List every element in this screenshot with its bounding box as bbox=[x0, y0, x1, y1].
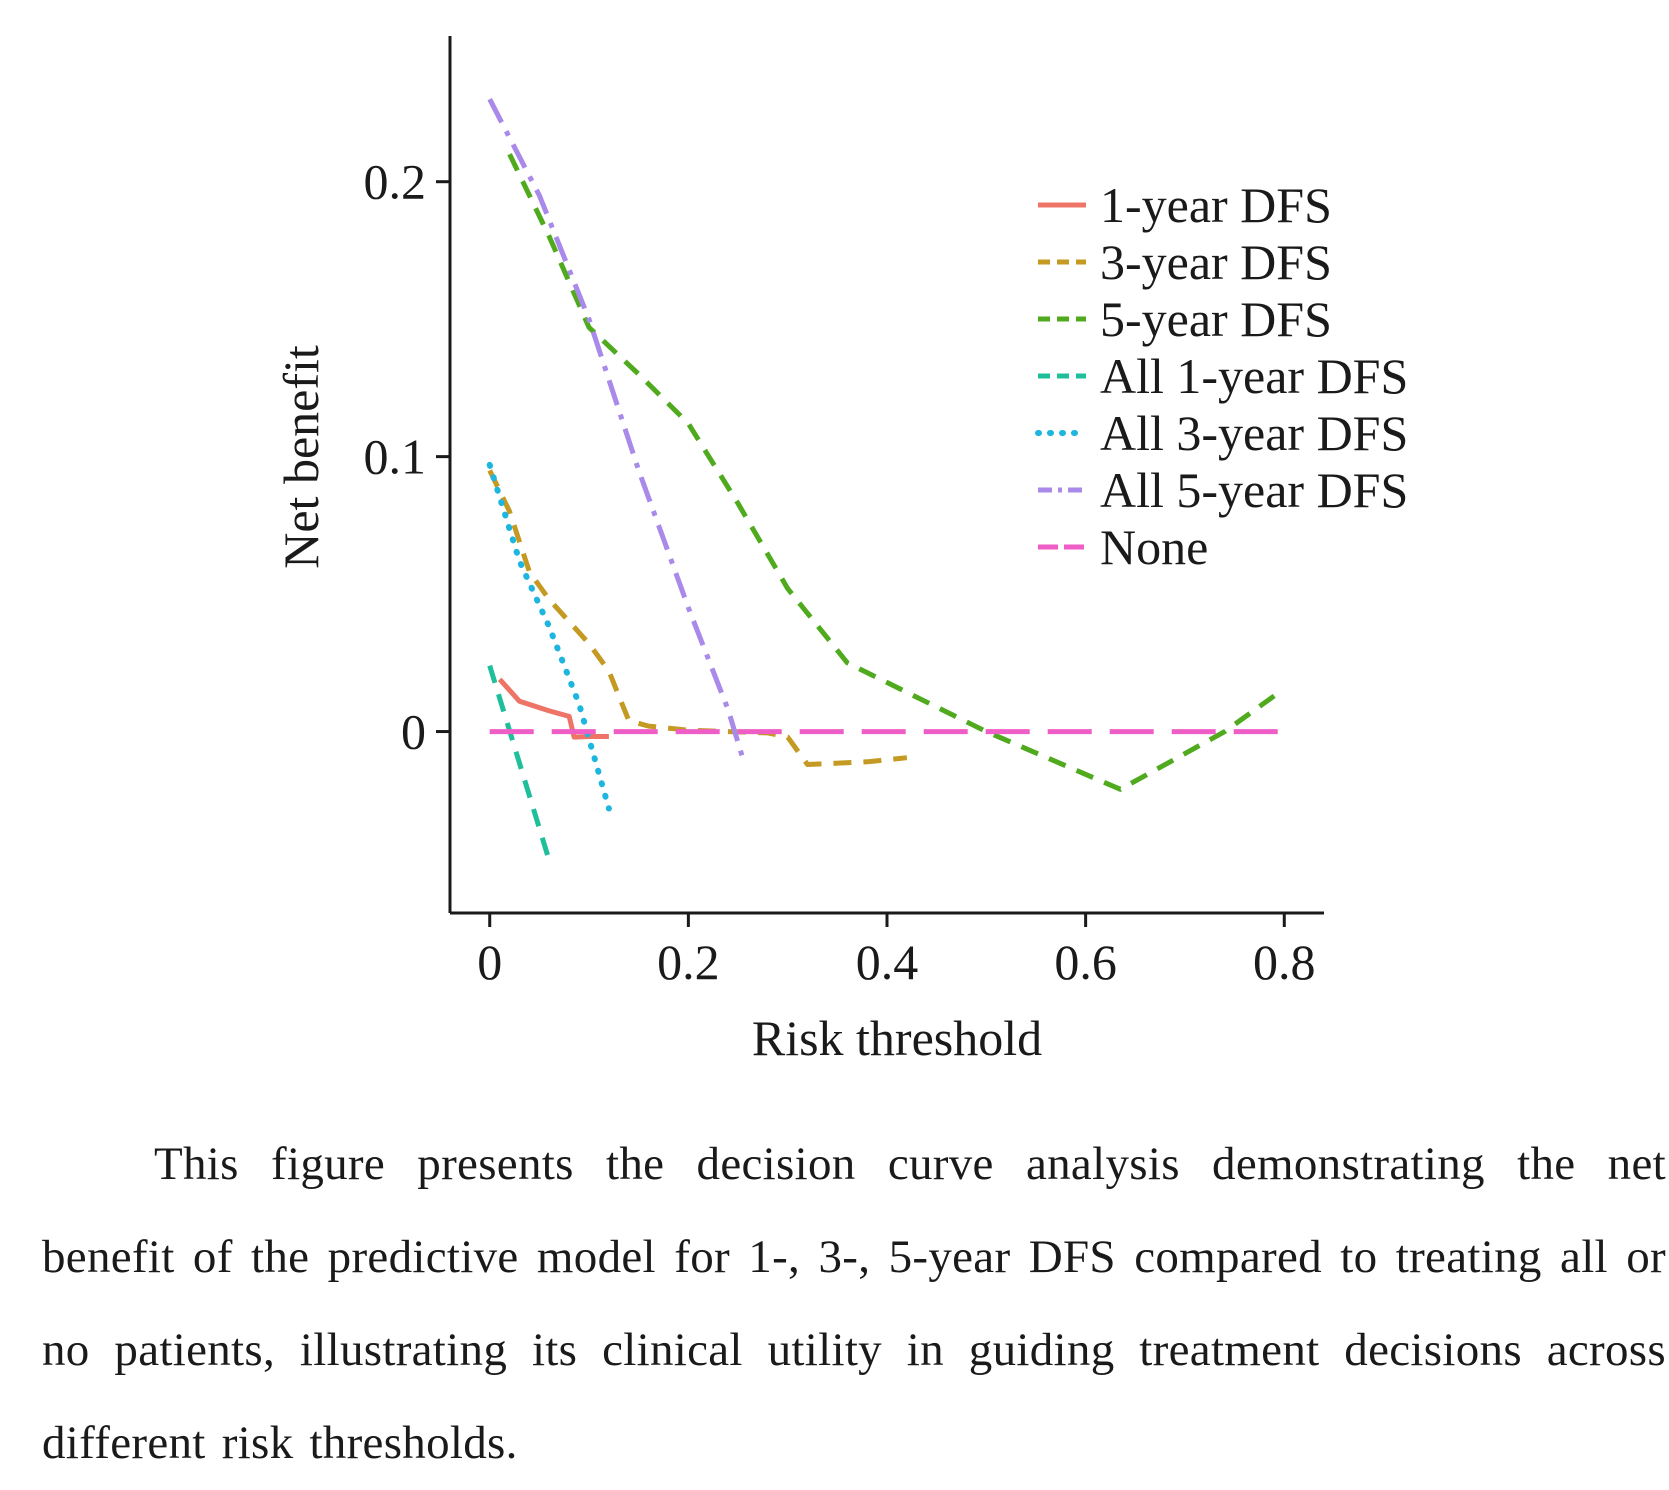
y-tick-label: 0 bbox=[401, 704, 426, 760]
x-tick-label: 0 bbox=[477, 934, 502, 990]
legend-label-all-5-year-dfs: All 5-year DFS bbox=[1100, 462, 1408, 518]
x-tick-label: 0.6 bbox=[1054, 934, 1117, 990]
series-line-all-3-year-dfs bbox=[486, 461, 612, 812]
figure-caption: This figure presents the decision curve … bbox=[42, 1138, 1666, 1469]
legend-label-3-year-dfs: 3-year DFS bbox=[1100, 234, 1332, 290]
legend-label-5-year-dfs: 5-year DFS bbox=[1100, 291, 1332, 347]
y-tick-label: 0.1 bbox=[364, 429, 427, 485]
series-line-3-year-dfs bbox=[487, 469, 908, 767]
legend-label-1-year-dfs: 1-year DFS bbox=[1100, 177, 1332, 233]
legend-label-all-3-year-dfs: All 3-year DFS bbox=[1100, 405, 1408, 461]
ticks: 0 0.2 0.4 0.6 0.8 0 0.1 0.2 bbox=[364, 154, 1316, 990]
y-axis-title: Net benefit bbox=[273, 345, 329, 569]
legend-label-all-1-year-dfs: All 1-year DFS bbox=[1100, 348, 1408, 404]
y-tick-label: 0.2 bbox=[364, 154, 427, 210]
x-tick-label: 0.8 bbox=[1253, 934, 1316, 990]
plot-area bbox=[486, 98, 1285, 862]
x-tick-label: 0.4 bbox=[856, 934, 919, 990]
decision-curve-chart: 0 0.2 0.4 0.6 0.8 0 0.1 0.2 Risk threshold Net … bbox=[273, 36, 1408, 1066]
series-line-all-1-year-dfs bbox=[487, 664, 552, 862]
series-line-5-year-dfs bbox=[507, 153, 1276, 792]
series-line-all-5-year-dfs bbox=[487, 98, 746, 760]
x-axis-title: Risk threshold bbox=[752, 1010, 1042, 1066]
legend-label-none: None bbox=[1100, 519, 1208, 575]
x-tick-label: 0.2 bbox=[657, 934, 720, 990]
series-line-1-year-dfs bbox=[497, 677, 609, 740]
